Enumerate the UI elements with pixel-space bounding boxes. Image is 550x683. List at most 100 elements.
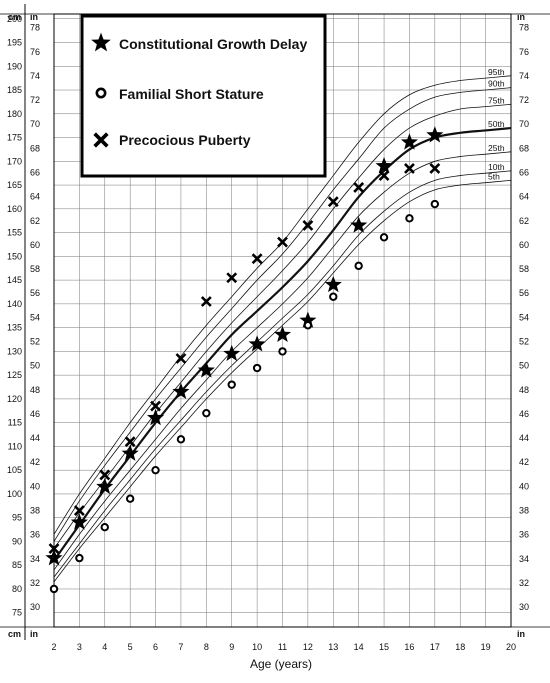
familial-short-point <box>405 214 414 223</box>
familial-short-point <box>354 261 363 271</box>
y-tick-cm: 130 <box>7 346 22 356</box>
left-unit-top-in: in <box>30 12 38 22</box>
y-tick-cm: 160 <box>7 204 22 214</box>
y-tick-in-left: 56 <box>30 288 40 298</box>
y-tick-in-right: 50 <box>519 361 529 371</box>
familial-short-point <box>202 408 211 418</box>
y-tick-in-left: 46 <box>30 409 40 419</box>
y-tick-in-right: 78 <box>519 23 529 33</box>
legend-label-constitutional: Constitutional Growth Delay <box>119 36 307 52</box>
constitutional-delay-point <box>273 325 292 343</box>
x-tick: 13 <box>328 642 338 652</box>
x-tick: 15 <box>379 642 389 652</box>
precocious-puberty-point <box>429 163 441 174</box>
y-tick-in-right: 46 <box>519 409 529 419</box>
y-tick-in-right: 76 <box>519 47 529 57</box>
percentile-label-25th: 25th <box>488 143 505 153</box>
constitutional-delay-point <box>147 408 165 426</box>
precocious-puberty-point <box>124 436 136 448</box>
y-tick-in-left: 50 <box>30 361 40 371</box>
y-tick-in-left: 38 <box>30 505 40 515</box>
y-tick-in-left: 48 <box>30 385 40 395</box>
precocious-puberty-point <box>378 170 390 181</box>
y-tick-cm: 100 <box>7 489 22 499</box>
y-tick-in-right: 74 <box>519 71 529 81</box>
legend-box <box>80 14 327 178</box>
y-tick-in-left: 62 <box>30 216 40 226</box>
y-tick-in-right: 70 <box>519 119 529 129</box>
y-tick-cm: 180 <box>7 109 22 119</box>
familial-short-point <box>430 199 440 209</box>
y-tick-cm: 95 <box>12 513 22 523</box>
x-tick: 16 <box>404 642 414 652</box>
y-tick-in-right: 60 <box>519 240 529 250</box>
y-tick-cm: 110 <box>8 441 22 451</box>
y-tick-in-left: 70 <box>30 119 40 129</box>
y-tick-in-right: 72 <box>519 95 529 105</box>
y-tick-in-left: 68 <box>30 143 40 153</box>
plot-frame <box>0 4 550 640</box>
y-tick-in-right: 36 <box>519 530 529 540</box>
x-tick: 9 <box>229 642 234 652</box>
percentile-label-75th: 75th <box>488 95 505 105</box>
y-tick-in-left: 60 <box>30 240 40 250</box>
precocious-puberty-point <box>99 469 111 481</box>
y-tick-cm: 80 <box>12 584 22 594</box>
left-unit-top-cm: cm <box>8 12 21 22</box>
x-tick: 10 <box>252 642 262 652</box>
constitutional-delay-point <box>96 477 114 495</box>
right-unit-bottom-in: in <box>517 629 525 639</box>
y-tick-in-left: 52 <box>30 337 40 347</box>
legend-x-icon <box>93 132 109 148</box>
y-tick-cm: 190 <box>7 61 22 71</box>
percentile-curve-90th <box>53 87 512 542</box>
precocious-puberty-point <box>226 272 238 284</box>
percentile-curve-25th <box>53 151 512 571</box>
constitutional-delay-point <box>324 275 342 293</box>
y-tick-in-right: 62 <box>519 216 529 226</box>
precocious-puberty-point <box>175 353 187 364</box>
y-tick-cm: 105 <box>7 465 22 475</box>
precocious-puberty-point <box>200 296 212 307</box>
y-tick-in-right: 64 <box>519 192 529 202</box>
familial-short-point <box>125 494 135 503</box>
y-tick-cm: 150 <box>7 251 22 261</box>
y-tick-cm: 125 <box>7 370 22 380</box>
precocious-puberty-point <box>277 236 288 248</box>
y-tick-cm: 135 <box>7 323 22 333</box>
x-tick: 5 <box>128 642 133 652</box>
familial-short-point <box>227 380 236 389</box>
y-tick-in-left: 34 <box>30 554 40 564</box>
y-tick-in-right: 38 <box>519 505 529 515</box>
familial-short-point <box>278 347 287 356</box>
left-unit-bottom-in: in <box>30 629 38 639</box>
y-tick-in-right: 68 <box>519 143 529 153</box>
constitutional-delay-point <box>223 344 241 362</box>
constitutional-delay-point <box>426 126 444 143</box>
precocious-puberty-point <box>251 253 263 265</box>
percentile-label-90th: 90th <box>488 79 505 89</box>
familial-short-point <box>303 321 313 330</box>
x-tick: 3 <box>77 642 82 652</box>
y-tick-in-right: 30 <box>519 602 529 612</box>
y-tick-in-left: 64 <box>30 192 40 202</box>
percentile-curve-10th <box>53 170 512 578</box>
legend-label-precocious: Precocious Puberty <box>119 132 251 148</box>
x-tick: 7 <box>178 642 183 652</box>
x-tick: 12 <box>303 642 313 652</box>
y-tick-cm: 170 <box>7 156 22 166</box>
legend-label-familial: Familial Short Stature <box>119 86 264 102</box>
familial-short-point <box>151 465 160 475</box>
y-tick-cm: 145 <box>7 275 22 285</box>
y-tick-in-right: 56 <box>519 288 529 298</box>
familial-short-point <box>176 435 186 444</box>
x-tick: 19 <box>481 642 491 652</box>
y-tick-cm: 195 <box>7 38 22 48</box>
precocious-puberty-point <box>150 400 161 412</box>
y-tick-in-left: 78 <box>30 23 40 33</box>
constitutional-delay-point <box>172 382 190 400</box>
axis-ticks: 7580859095100105110115120125130135140145… <box>7 14 529 652</box>
constitutional-delay-point <box>350 216 368 233</box>
constitutional-delay-point <box>248 335 266 352</box>
y-tick-cm: 140 <box>7 299 22 309</box>
